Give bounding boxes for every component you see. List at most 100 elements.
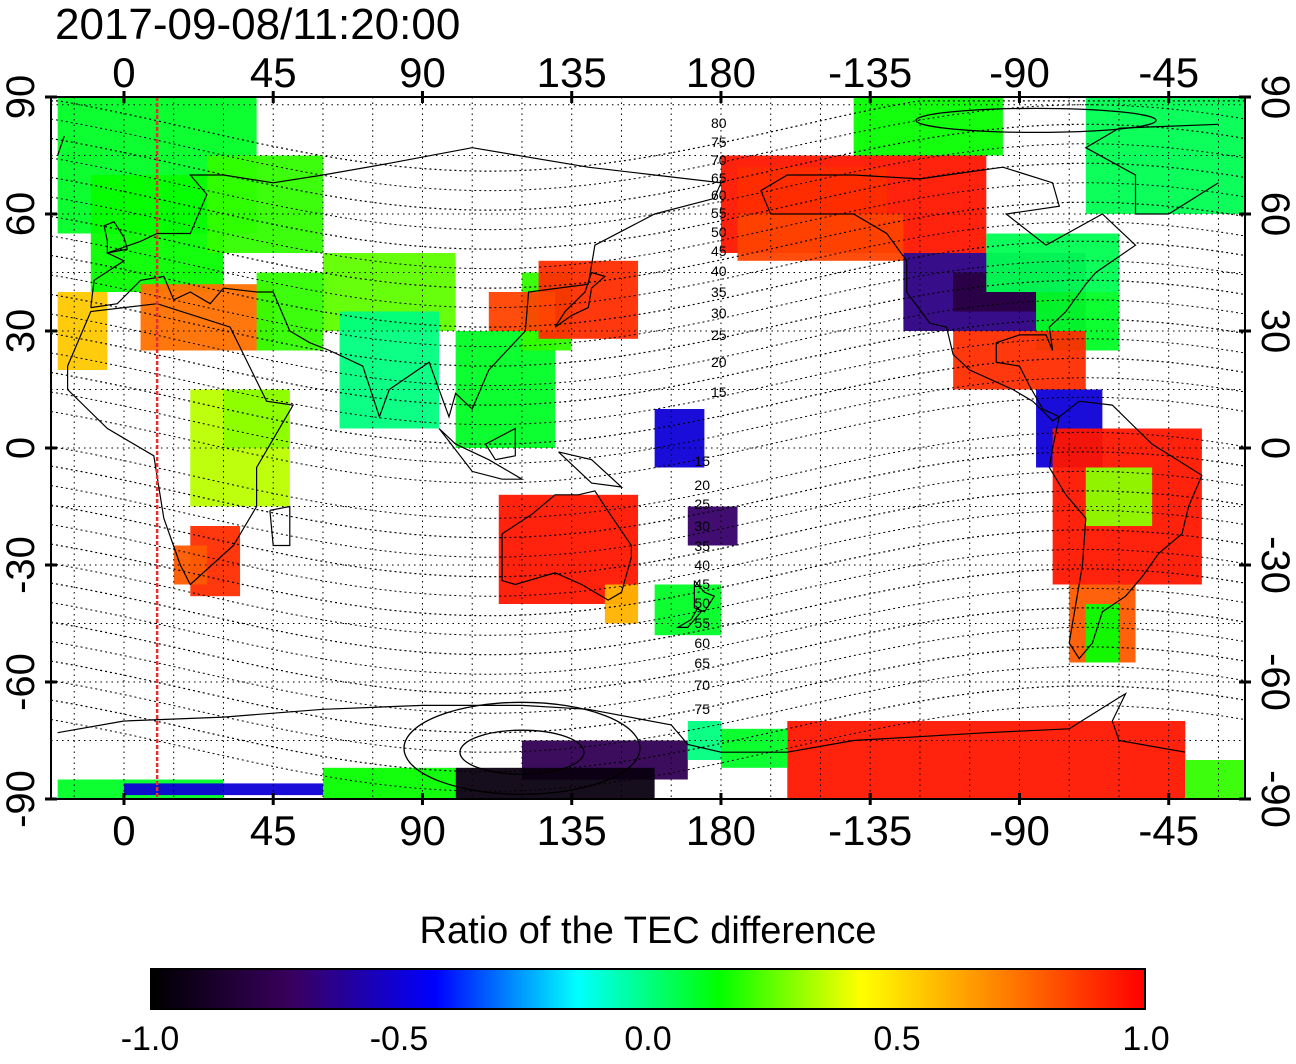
lat-label-right: 60 bbox=[1253, 192, 1296, 237]
coastline bbox=[760, 166, 1137, 422]
contour-label: 30 bbox=[711, 305, 727, 321]
lat-label-right: 30 bbox=[1253, 309, 1296, 354]
lon-label-top: 0 bbox=[112, 49, 135, 96]
tec-data-cell bbox=[1185, 760, 1245, 799]
coastline bbox=[438, 428, 525, 480]
coastline bbox=[67, 303, 295, 586]
lat-label-left: -60 bbox=[0, 653, 43, 711]
tec-data-cell bbox=[455, 767, 655, 799]
axis-ticks bbox=[45, 91, 1251, 805]
lat-label-right: 0 bbox=[1253, 437, 1296, 459]
magnetic-latitude-contours bbox=[51, 100, 1245, 795]
coastline bbox=[90, 147, 722, 419]
lon-label-bottom: 180 bbox=[686, 807, 756, 854]
contour-label: 35 bbox=[711, 284, 727, 300]
tec-data-cell bbox=[206, 155, 323, 253]
colorbar-tick-label: 1.0 bbox=[1122, 1020, 1170, 1058]
contour-label: 45 bbox=[694, 576, 710, 592]
tec-data-cell bbox=[339, 311, 440, 429]
contour-label: 15 bbox=[694, 453, 710, 469]
lon-label-bottom: -45 bbox=[1138, 807, 1199, 854]
tec-data-cell bbox=[223, 389, 290, 448]
tec-data-cell bbox=[953, 331, 1086, 390]
tec-data-cell bbox=[986, 233, 1119, 292]
tec-data-cell bbox=[654, 409, 705, 468]
contour-label: 75 bbox=[694, 701, 710, 717]
contour-label: 30 bbox=[694, 518, 710, 534]
contour-label: 15 bbox=[711, 384, 727, 400]
colorbar-tick-label: 0.0 bbox=[624, 1020, 672, 1058]
colorbar-tick-label: -0.5 bbox=[369, 1020, 429, 1058]
mlat-contour bbox=[403, 701, 641, 795]
colorbar-tick-label: 0.5 bbox=[873, 1020, 921, 1058]
timestamp-title: 2017-09-08/11:20:00 bbox=[55, 0, 461, 49]
contour-label: 50 bbox=[694, 595, 710, 611]
lat-label-left: 0 bbox=[0, 437, 43, 459]
lon-label-top: -90 bbox=[989, 49, 1050, 96]
coastline bbox=[501, 490, 632, 601]
mlat-contour bbox=[459, 729, 585, 775]
tec-data-cell bbox=[737, 167, 887, 214]
lon-label-bottom: 135 bbox=[537, 807, 607, 854]
contour-label: 70 bbox=[711, 152, 727, 168]
coastline bbox=[554, 271, 607, 328]
lon-label-top: 180 bbox=[686, 49, 756, 96]
coastline bbox=[57, 123, 1219, 215]
lon-label-bottom: 90 bbox=[399, 807, 446, 854]
coastlines bbox=[57, 123, 1219, 753]
contour-label: 65 bbox=[694, 655, 710, 671]
lat-label-right: 90 bbox=[1253, 75, 1296, 120]
contour-label: 35 bbox=[694, 538, 710, 554]
axis-labels: 0 45 90 135 180 -135 -90 -45 0 45 90 135 180 -135 -90 -… bbox=[0, 49, 1296, 854]
lat-label-left: -90 bbox=[0, 770, 43, 828]
lon-label-bottom: 0 bbox=[112, 807, 135, 854]
tec-data-cell bbox=[1085, 467, 1153, 526]
lon-label-top: -135 bbox=[828, 49, 912, 96]
lon-label-bottom: -90 bbox=[989, 807, 1050, 854]
lat-label-right: -30 bbox=[1253, 536, 1296, 594]
lat-label-left: 30 bbox=[0, 309, 43, 354]
contour-labels: 8075706560555045403530252015152025303540… bbox=[694, 115, 726, 717]
contour-label: 60 bbox=[694, 635, 710, 651]
contour-label: 55 bbox=[694, 615, 710, 631]
lon-label-bottom: -135 bbox=[828, 807, 912, 854]
coastline bbox=[57, 692, 1186, 753]
tec-data-cell bbox=[322, 767, 456, 799]
contour-label: 55 bbox=[711, 205, 727, 221]
contour-label: 50 bbox=[711, 224, 727, 240]
colorbar bbox=[150, 968, 1146, 1010]
contour-label: 60 bbox=[711, 187, 727, 203]
contour-label: 80 bbox=[711, 115, 727, 131]
coastline bbox=[1048, 400, 1203, 660]
coastline bbox=[675, 607, 702, 628]
contour-label: 25 bbox=[694, 496, 710, 512]
lon-label-top: 45 bbox=[250, 49, 297, 96]
contour-label: 20 bbox=[711, 354, 727, 370]
tec-ratio-layer bbox=[57, 97, 1245, 799]
lon-label-top: 135 bbox=[537, 49, 607, 96]
tec-data-cell bbox=[720, 728, 788, 768]
tec-data-cell bbox=[687, 721, 721, 760]
tec-data-cell bbox=[123, 783, 323, 796]
lat-label-right: -90 bbox=[1253, 770, 1296, 828]
tec-data-cell bbox=[256, 272, 323, 351]
contour-label: 40 bbox=[694, 557, 710, 573]
coastline bbox=[103, 221, 129, 254]
lat-label-left: 90 bbox=[0, 75, 43, 120]
lon-label-top: 90 bbox=[399, 49, 446, 96]
contour-label: 25 bbox=[711, 327, 727, 343]
tec-data-cell bbox=[173, 545, 207, 585]
lon-label-bottom: 45 bbox=[250, 807, 297, 854]
tec-data-cell bbox=[140, 284, 274, 351]
mlat-contour bbox=[915, 107, 1157, 134]
tec-map: 8075706560555045403530252015152025303540… bbox=[0, 49, 1296, 854]
colorbar-title: Ratio of the TEC difference bbox=[419, 910, 877, 952]
coastline bbox=[558, 451, 624, 488]
contour-label: 75 bbox=[711, 134, 727, 150]
coastline bbox=[693, 580, 716, 613]
lat-label-left: -30 bbox=[0, 536, 43, 594]
contour-label: 40 bbox=[711, 263, 727, 279]
tec-data-cell bbox=[687, 506, 738, 546]
contour-label: 65 bbox=[711, 170, 727, 186]
lon-label-top: -45 bbox=[1138, 49, 1199, 96]
